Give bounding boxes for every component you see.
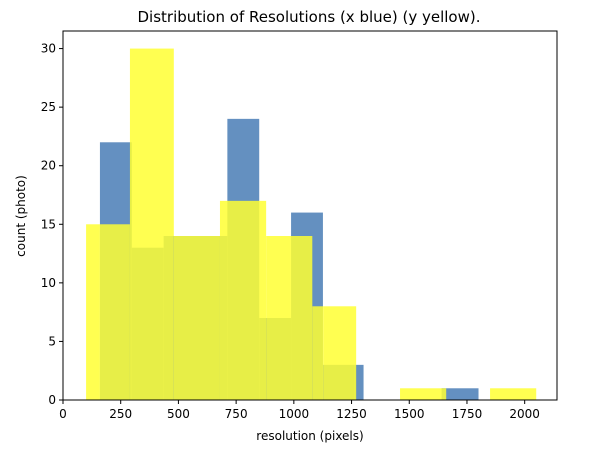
series-1-bar-9	[490, 388, 537, 400]
series-1-bar-3	[173, 236, 220, 400]
y-tick-label-1: 5	[48, 334, 56, 348]
y-tick-label-5: 25	[41, 100, 56, 114]
series-1-bar-5	[266, 236, 313, 400]
x-tick-label-8: 2000	[509, 407, 540, 421]
y-axis-ticks: 0 5 10 15 20 25 30	[41, 42, 63, 407]
chart-title: Distribution of Resolutions (x blue) (y …	[137, 8, 480, 26]
x-tick-label-2: 500	[167, 407, 190, 421]
series-0-bar-9	[441, 388, 479, 400]
series-1-bar-2	[129, 48, 174, 400]
y-tick-label-4: 20	[41, 159, 56, 173]
y-tick-label-3: 15	[41, 217, 56, 231]
series-1-bar-1	[99, 224, 130, 400]
series-1-bar-6	[312, 306, 324, 400]
x-axis-ticks: 0 250 500 750 1000 1250 1500 1750 2000	[59, 400, 540, 421]
x-tick-label-1: 250	[109, 407, 132, 421]
series-1-bar-0	[86, 224, 100, 400]
x-axis-label: resolution (pixels)	[256, 429, 363, 443]
y-tick-label-6: 30	[41, 42, 56, 56]
series-1-bar-8	[400, 388, 447, 400]
series-1-bar-4	[219, 200, 267, 400]
x-tick-label-4: 1000	[279, 407, 310, 421]
series-1-bar-7	[323, 306, 357, 400]
x-tick-label-5: 1250	[336, 407, 367, 421]
y-axis-label: count (photo)	[14, 175, 28, 257]
y-tick-label-0: 0	[48, 393, 56, 407]
series-1	[86, 48, 537, 400]
y-tick-label-2: 10	[41, 276, 56, 290]
x-tick-label-0: 0	[59, 407, 67, 421]
bars-layer	[86, 48, 537, 401]
x-tick-label-3: 750	[225, 407, 248, 421]
series-0-bar-8	[354, 364, 364, 400]
x-tick-label-6: 1500	[394, 407, 425, 421]
plot-area-frame	[62, 30, 558, 401]
x-tick-label-7: 1750	[452, 407, 483, 421]
